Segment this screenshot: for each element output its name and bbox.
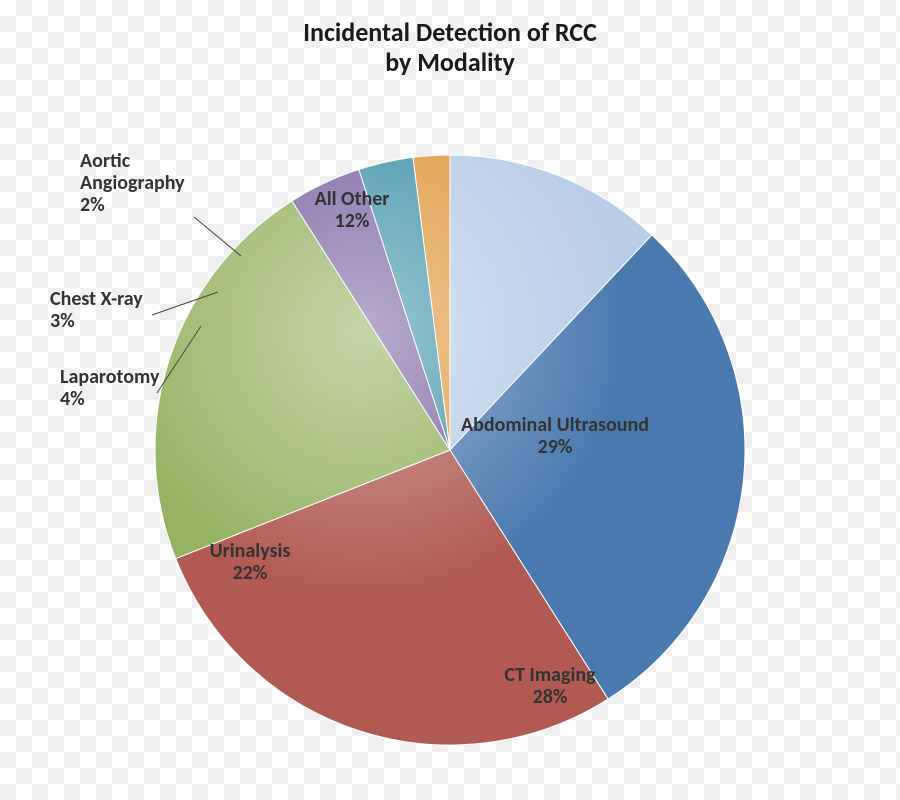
slice-label: CT Imaging 28% (504, 664, 595, 708)
slice-label: Aortic Angiography 2% (80, 150, 185, 216)
slice-label: Abdominal Ultrasound 29% (461, 414, 649, 458)
slice-label: All Other 12% (315, 188, 390, 232)
slice-label: Urinalysis 22% (210, 540, 291, 584)
slice-label: Laparotomy 4% (60, 366, 159, 410)
chart-title: Incidental Detection of RCC by Modality (0, 18, 900, 78)
slice-label: Chest X-ray 3% (50, 288, 143, 332)
chart-stage: Incidental Detection of RCC by Modality … (0, 0, 900, 800)
